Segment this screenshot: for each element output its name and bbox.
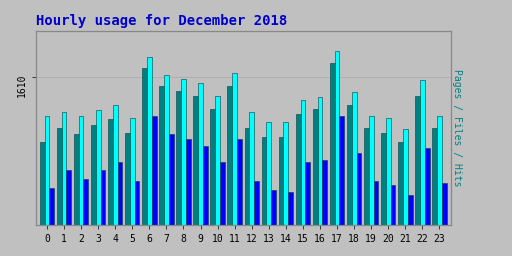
Bar	[237, 139, 242, 256]
Bar	[186, 139, 190, 256]
Bar	[40, 142, 45, 256]
Bar	[356, 153, 361, 256]
Bar	[262, 137, 266, 256]
Bar	[279, 137, 284, 256]
Bar	[152, 116, 157, 256]
Bar	[176, 91, 181, 256]
Bar	[169, 134, 174, 256]
Bar	[254, 181, 259, 256]
Bar	[74, 134, 79, 256]
Bar	[391, 185, 395, 256]
Bar	[198, 83, 203, 256]
Bar	[437, 116, 442, 256]
Bar	[83, 179, 88, 256]
Bar	[113, 105, 118, 256]
Bar	[210, 110, 215, 256]
Bar	[227, 86, 232, 256]
Bar	[339, 116, 344, 256]
Bar	[194, 95, 198, 256]
Bar	[142, 68, 147, 256]
Bar	[220, 162, 225, 256]
Bar	[61, 112, 67, 256]
Bar	[159, 86, 164, 256]
Bar	[108, 119, 113, 256]
Bar	[91, 125, 96, 256]
Bar	[317, 98, 323, 256]
Bar	[271, 190, 276, 256]
Bar	[364, 128, 369, 256]
Bar	[323, 161, 327, 256]
Bar	[67, 170, 71, 256]
Bar	[432, 128, 437, 256]
Bar	[284, 122, 288, 256]
Bar	[408, 195, 413, 256]
Bar	[305, 162, 310, 256]
Bar	[96, 110, 100, 256]
Bar	[249, 112, 254, 256]
Bar	[398, 142, 403, 256]
Bar	[147, 57, 152, 256]
Bar	[403, 129, 408, 256]
Bar	[347, 105, 352, 256]
Bar	[352, 92, 356, 256]
Bar	[369, 116, 374, 256]
Bar	[118, 162, 122, 256]
Bar	[181, 79, 186, 256]
Bar	[301, 100, 305, 256]
Bar	[57, 128, 61, 256]
Bar	[135, 181, 139, 256]
Bar	[420, 80, 425, 256]
Bar	[313, 110, 317, 256]
Bar	[335, 51, 339, 256]
Bar	[130, 118, 135, 256]
Bar	[245, 128, 249, 256]
Bar	[296, 114, 301, 256]
Text: Hourly usage for December 2018: Hourly usage for December 2018	[36, 14, 287, 28]
Bar	[164, 75, 169, 256]
Bar	[330, 63, 335, 256]
Bar	[425, 148, 430, 256]
Bar	[45, 116, 49, 256]
Bar	[381, 133, 386, 256]
Bar	[49, 188, 54, 256]
Bar	[215, 95, 220, 256]
Bar	[232, 73, 237, 256]
Bar	[374, 181, 378, 256]
Bar	[266, 122, 271, 256]
Bar	[288, 192, 293, 256]
Bar	[386, 118, 391, 256]
Bar	[100, 170, 105, 256]
Bar	[442, 183, 446, 256]
Bar	[79, 116, 83, 256]
Bar	[125, 133, 130, 256]
Bar	[415, 95, 420, 256]
Bar	[203, 146, 208, 256]
Y-axis label: Pages / Files / Hits: Pages / Files / Hits	[452, 69, 462, 187]
